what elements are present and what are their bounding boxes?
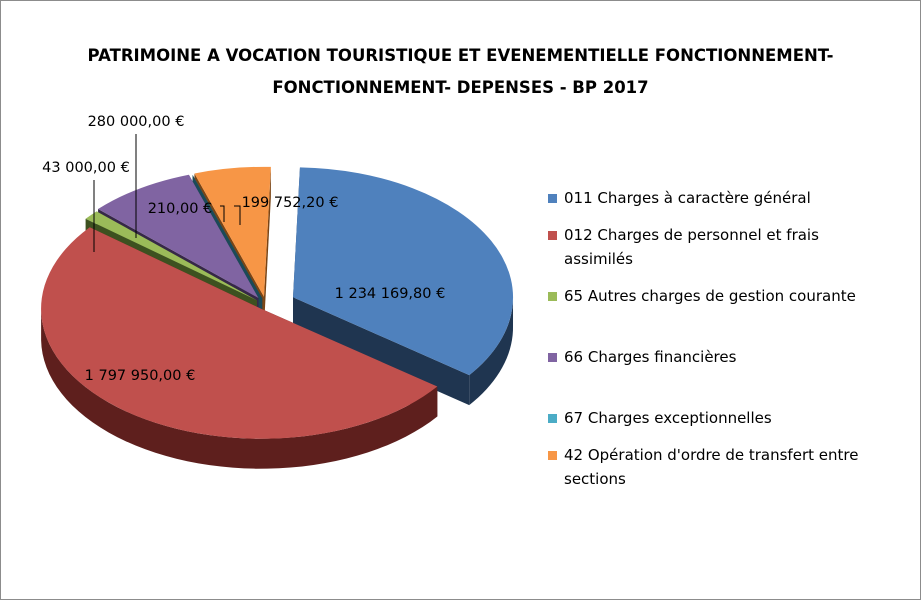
pie-slice-5[interactable] [194,166,271,297]
data-label-0: 1 234 169,80 € [335,286,446,302]
leader-line-4 [220,205,225,222]
data-label-3: 280 000,00 € [88,114,185,130]
legend-label-1-line-1: assimilés [564,250,633,268]
chart-title-line-1: PATRIMOINE A VOCATION TOURISTIQUE ET EVE… [87,46,834,65]
legend-item-3: 66 Charges financières [548,345,913,369]
legend-item-1: 012 Charges de personnel et frais assimil… [548,223,913,271]
legend-item-2: 65 Autres charges de gestion courante [548,284,913,308]
legend-label-2-line-0: 65 Autres charges de gestion courante [564,287,856,305]
legend-label-4-line-0: 67 Charges exceptionnelles [564,409,772,427]
legend-label-3-line-0: 66 Charges financières [564,348,737,366]
legend-swatch-3 [548,353,557,362]
legend-item-5: 42 Opération d'ordre de transfert entre s… [548,443,913,491]
chart-title-line-2: FONCTIONNEMENT- DEPENSES - BP 2017 [272,78,649,97]
data-labels: 1 234 169,80 € 1 797 950,00 € 43 000,00 € 2… [42,114,445,384]
legend-item-4: 67 Charges exceptionnelles [548,406,913,430]
legend-swatch-1 [548,231,557,240]
pie-slice-4[interactable] [192,174,263,299]
pie-slice-1[interactable] [41,227,438,439]
pie-slice-side-1 [41,310,438,469]
legend-swatch-5 [548,451,557,460]
legend-label-5-line-1: sections [564,470,626,488]
leader-lines [93,134,241,252]
data-label-4: 210,00 € [148,201,213,217]
pie-slice-edge-0-1 [293,297,470,406]
legend-item-0: 011 Charges à caractère général [548,186,913,210]
legend-label-1-line-0: 012 Charges de personnel et frais [564,226,819,244]
data-label-2: 43 000,00 € [42,160,130,176]
chart-title: PATRIMOINE A VOCATION TOURISTIQUE ET EVE… [0,40,921,104]
pie-slice-edge-5-1 [263,166,271,327]
pie-slice-0[interactable] [293,167,514,376]
pie-tops [41,166,514,439]
chart-legend: 011 Charges à caractère général 012 Charg… [548,186,913,491]
pie-slice-2[interactable] [85,211,257,301]
leader-line-5 [234,205,241,225]
pie-slice-3[interactable] [98,174,259,299]
legend-label-0-line-0: 011 Charges à caractère général [564,189,811,207]
legend-swatch-4 [548,414,557,423]
legend-swatch-2 [548,292,557,301]
data-label-5: 199 752,20 € [242,195,339,211]
legend-swatch-0 [548,194,557,203]
legend-label-5-line-0: 42 Opération d'ordre de transfert entre [564,446,859,464]
pie-slice-side-0 [469,295,514,406]
data-label-1: 1 797 950,00 € [85,368,196,384]
